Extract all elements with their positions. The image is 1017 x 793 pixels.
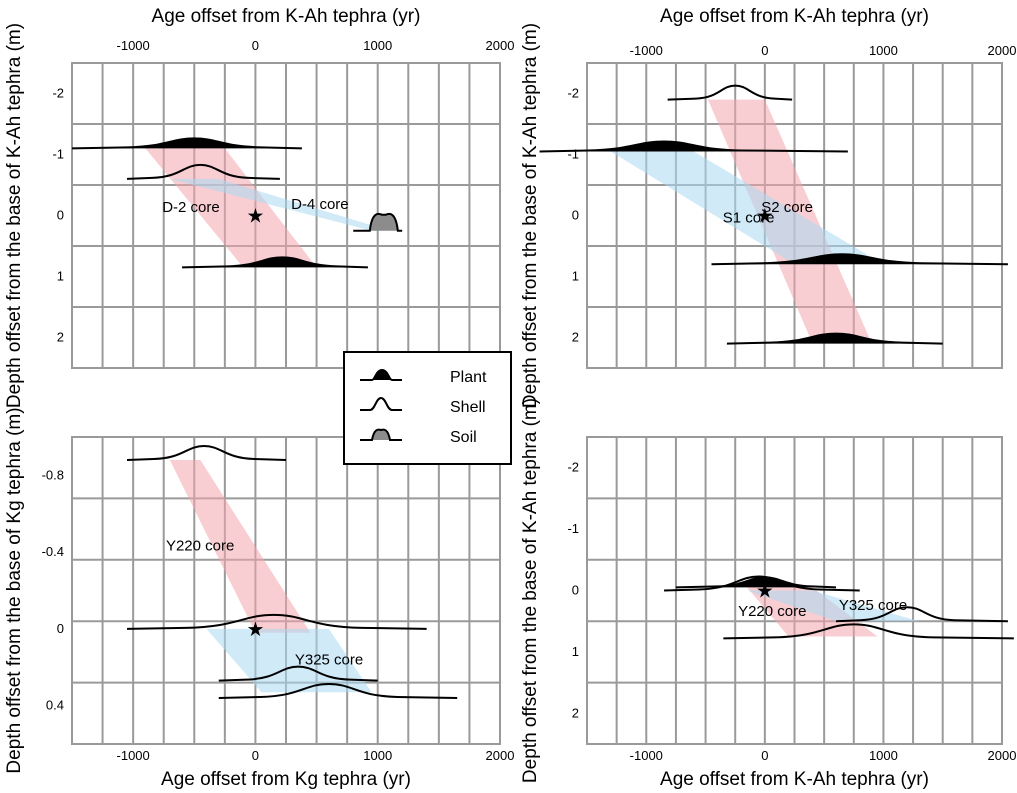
panel-bottom-right: ★Y220 core Y325 core -1000 0 1000 2000 -2 -1 0 1 2… [520,398,1016,790]
x-tick-label: 0 [252,38,259,53]
distribution-soil [353,212,403,232]
legend-label: Shell [450,399,486,416]
y-tick-label: 2 [572,705,579,720]
x-tick-label: -1000 [630,43,663,58]
legend-swatch-shell [360,396,402,411]
correlation-band [145,148,317,268]
y-tick-label: 2 [572,330,579,345]
core-label: S2 core [761,199,813,216]
y-tick-label: 0 [57,208,64,223]
legend: Plant Shell Soil [343,351,512,465]
legend-swatch-plant [360,368,402,381]
x-axis-title: Age offset from K-Ah tephra (yr) [660,6,929,27]
legend-swatch-soil [360,428,402,441]
y-axis-title: Depth offset from the base of Kg tephra … [4,407,25,773]
distribution-plant [71,137,302,150]
distribution-plant [539,140,848,153]
plot-frame [586,62,1003,369]
y-tick-label: 1 [57,269,64,284]
core-label: Y325 core [839,597,907,614]
distribution-plant [182,256,368,269]
x-tick-label: 2000 [486,38,515,53]
y-tick-label: 0.4 [46,698,64,713]
x-tick-label: 1000 [363,748,392,763]
correlation-band [610,151,884,265]
x-tick-label: 0 [252,748,259,763]
distribution-shell [667,84,793,101]
distribution-shell [127,613,427,630]
distribution-shell [126,163,280,180]
legend-label: Plant [450,369,487,386]
x-tick-label: 0 [761,43,768,58]
distribution-shell [126,445,287,462]
x-tick-label: 1000 [869,43,898,58]
panel-bottom-left: ★ Y220 core Y325 core -1000 0 1000 2000 -0.8 -0.… [4,407,514,790]
correlation-band [169,178,390,231]
x-axis-title: Age offset from K-Ah tephra (yr) [660,769,929,790]
plot-frame [71,436,501,745]
y-axis-title: Depth offset from the base of K-Ah tephr… [4,23,25,408]
star-icon: ★ [756,581,774,603]
y-axis-title: Depth offset from the base of K-Ah tephr… [520,398,541,783]
y-tick-label: 2 [57,330,64,345]
y-tick-label: 0 [572,583,579,598]
x-tick-label: 2000 [486,748,515,763]
star-icon: ★ [246,206,264,228]
x-axis-title: Age offset from Kg tephra (yr) [161,769,411,790]
plot-frame [586,436,1003,745]
y-tick-label: 0 [57,621,64,636]
core-label: D-4 core [291,196,349,213]
core-label: Y220 core [738,603,806,620]
y-tick-label: -1 [567,521,579,536]
x-axis-title: Age offset from K-Ah tephra (yr) [152,6,421,27]
panel-top-left: ★ D-2 core D-4 core -1000 0 1000 2000 -2 -1 0 1 2 Ag… [4,6,514,408]
plot-frame [71,62,501,369]
y-tick-label: 1 [572,269,579,284]
distribution-shell [664,575,860,592]
correlation-band [747,590,919,622]
legend-label: Soil [450,429,477,446]
y-tick-label: 0 [572,208,579,223]
x-tick-label: -1000 [117,38,150,53]
x-tick-label: 1000 [363,38,392,53]
x-tick-label: -1000 [630,748,663,763]
distribution-shell [218,665,378,682]
y-axis-title: Depth offset from the base of K-Ah tephr… [520,23,541,408]
correlation-band [169,460,311,633]
x-tick-label: 2000 [988,748,1017,763]
distribution-plant [726,332,943,345]
y-tick-label: -1 [52,147,64,162]
star-icon: ★ [756,206,774,228]
y-tick-label: -0.4 [42,544,64,559]
y-tick-label: -1 [567,147,579,162]
distribution-plant [711,253,1008,266]
core-label: Y325 core [295,652,363,669]
x-tick-label: 0 [761,748,768,763]
x-tick-label: 1000 [869,748,898,763]
core-label: S1 core [723,210,775,227]
distribution-shell [218,682,458,699]
star-icon: ★ [246,619,264,641]
x-tick-label: 2000 [988,43,1017,58]
distribution-shell [835,606,1008,623]
y-tick-label: -2 [567,460,579,475]
y-tick-label: -2 [52,86,64,101]
distribution-shell [723,623,1014,640]
y-tick-label: 1 [572,644,579,659]
x-tick-label: -1000 [117,748,150,763]
core-label: D-2 core [162,199,220,216]
y-tick-label: -2 [567,86,579,101]
y-tick-label: -0.8 [42,467,64,482]
core-label: Y220 core [166,537,234,554]
